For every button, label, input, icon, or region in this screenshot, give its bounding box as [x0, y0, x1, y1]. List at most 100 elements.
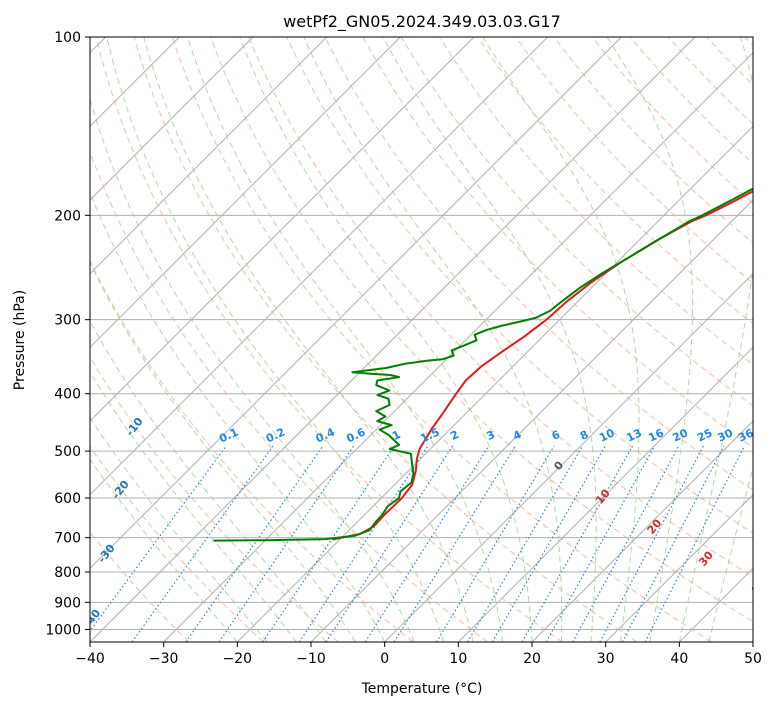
dry-adiabat-line — [591, 37, 753, 204]
moist-adiabat-label: 20 — [645, 516, 665, 536]
isotherm-line — [678, 567, 753, 642]
isotherm-line — [90, 37, 696, 642]
isotherm-line — [457, 346, 753, 642]
dry-adiabat-line — [362, 37, 753, 449]
isotherm-line — [90, 37, 401, 349]
mixing-ratio-line — [131, 445, 274, 642]
isotherm-line — [236, 125, 753, 642]
isotherm-line — [163, 51, 753, 642]
dry-adiabat-line — [438, 37, 753, 366]
y-tick-label: 600 — [54, 491, 81, 507]
moist-adiabat-line — [90, 416, 268, 642]
moist-adiabat-label: 0 — [551, 458, 566, 472]
mixing-ratio-line — [185, 445, 324, 642]
mixing-ratio-line — [521, 445, 634, 642]
y-tick-label: 1000 — [45, 622, 81, 638]
chart-title: wetPf2_GN05.2024.349.03.03.G17 — [283, 12, 561, 32]
dry-adiabat-line — [90, 445, 264, 642]
mixing-ratio-label: 20 — [671, 426, 691, 444]
x-tick-label: −40 — [75, 651, 105, 667]
mixing-ratio-label: 6 — [550, 428, 563, 443]
mixing-ratio-line — [393, 445, 516, 642]
mixing-ratio-line — [435, 445, 555, 642]
mixing-ratio-label: 2 — [448, 428, 460, 443]
mixing-ratio-line — [545, 445, 656, 642]
x-tick-label: 30 — [597, 651, 615, 667]
mixing-ratio-label: 25 — [695, 426, 714, 444]
plot-frame — [89, 36, 754, 643]
dry-adiabat-line — [210, 37, 753, 623]
dry-adiabat-line — [706, 37, 753, 86]
moist-adiabat-line — [187, 37, 503, 642]
mixing-ratio-line — [491, 445, 606, 642]
mixing-ratio-label: 10 — [597, 426, 617, 444]
mixing-ratio-label: 16 — [646, 426, 666, 444]
dry-adiabat-line — [477, 37, 753, 325]
dry-adiabat-line — [744, 37, 753, 47]
moist-adiabat-line — [143, 37, 474, 642]
mixing-ratio-line — [90, 445, 227, 632]
y-tick-label: 500 — [54, 444, 81, 460]
y-tick-label: 900 — [54, 595, 81, 611]
mixing-ratio-line — [572, 445, 680, 642]
y-tick-label: 800 — [54, 565, 81, 581]
temperature-profile-line — [332, 190, 753, 541]
mixing-ratio-line — [218, 445, 355, 642]
dry-adiabat-line — [248, 37, 753, 578]
moist-adiabat-line — [90, 261, 356, 642]
mixing-ratio-line — [325, 445, 454, 642]
mixing-ratio-label: 0.2 — [264, 425, 287, 445]
mixing-ratio-label: 30 — [716, 426, 736, 444]
y-tick-label: 700 — [54, 531, 81, 547]
moist-adiabat-line — [90, 458, 238, 642]
mixing-ratio-line — [466, 445, 584, 642]
dry-adiabat-line — [515, 37, 753, 284]
isotherm-line — [605, 493, 753, 642]
mixing-ratio-line — [262, 445, 395, 642]
dry-adiabat-label: -40 — [81, 607, 104, 631]
mixing-ratio-label: 0.1 — [217, 425, 240, 445]
dry-adiabat-line — [553, 37, 753, 244]
dry-adiabat-line — [90, 531, 190, 642]
mixing-ratio-label: 1.5 — [418, 425, 441, 445]
y-tick-label: 400 — [54, 387, 81, 403]
mixing-ratio-label: 0.6 — [344, 425, 367, 445]
x-axis-label: Temperature (°C) — [361, 681, 483, 697]
moist-adiabat-line — [90, 320, 327, 642]
y-tick-label: 300 — [54, 313, 81, 329]
dry-adiabat-line — [400, 37, 753, 407]
y-tick-label: 100 — [54, 30, 81, 46]
y-axis-label: Pressure (hPa) — [12, 290, 28, 390]
isotherm-line — [384, 272, 753, 642]
dry-adiabat-line — [171, 37, 712, 642]
dry-adiabat-label: -30 — [95, 542, 118, 566]
moist-adiabat-line — [708, 465, 753, 642]
mixing-ratio-line — [644, 445, 746, 642]
dry-adiabat-label: -10 — [123, 415, 146, 439]
moist-adiabat-line — [606, 37, 694, 642]
mixing-ratio-label: 3 — [485, 428, 497, 443]
isotherm-line — [90, 37, 328, 275]
isotherm-line — [90, 37, 549, 496]
isotherm-line — [90, 37, 622, 570]
moist-adiabat-line — [90, 97, 415, 642]
mixing-ratio-label: 36 — [736, 426, 756, 444]
x-tick-label: −30 — [149, 651, 179, 667]
y-tick-label: 200 — [54, 208, 81, 224]
dry-adiabat-line — [90, 259, 414, 642]
mixing-ratio-label: 1 — [390, 428, 402, 443]
x-tick-label: −20 — [223, 651, 253, 667]
moist-adiabat-line — [106, 37, 445, 642]
mixing-ratio-line — [364, 445, 490, 642]
mixing-ratio-line — [621, 445, 725, 642]
dry-adiabat-line — [668, 37, 753, 125]
x-tick-label: 40 — [670, 651, 688, 667]
x-tick-label: −10 — [296, 651, 326, 667]
isotherm-line — [90, 37, 254, 201]
moist-adiabat-line — [303, 37, 563, 642]
x-tick-label: 20 — [523, 651, 541, 667]
moist-adiabat-line — [90, 370, 297, 642]
isotherm-line — [90, 37, 475, 422]
dry-adiabat-line — [90, 356, 339, 642]
